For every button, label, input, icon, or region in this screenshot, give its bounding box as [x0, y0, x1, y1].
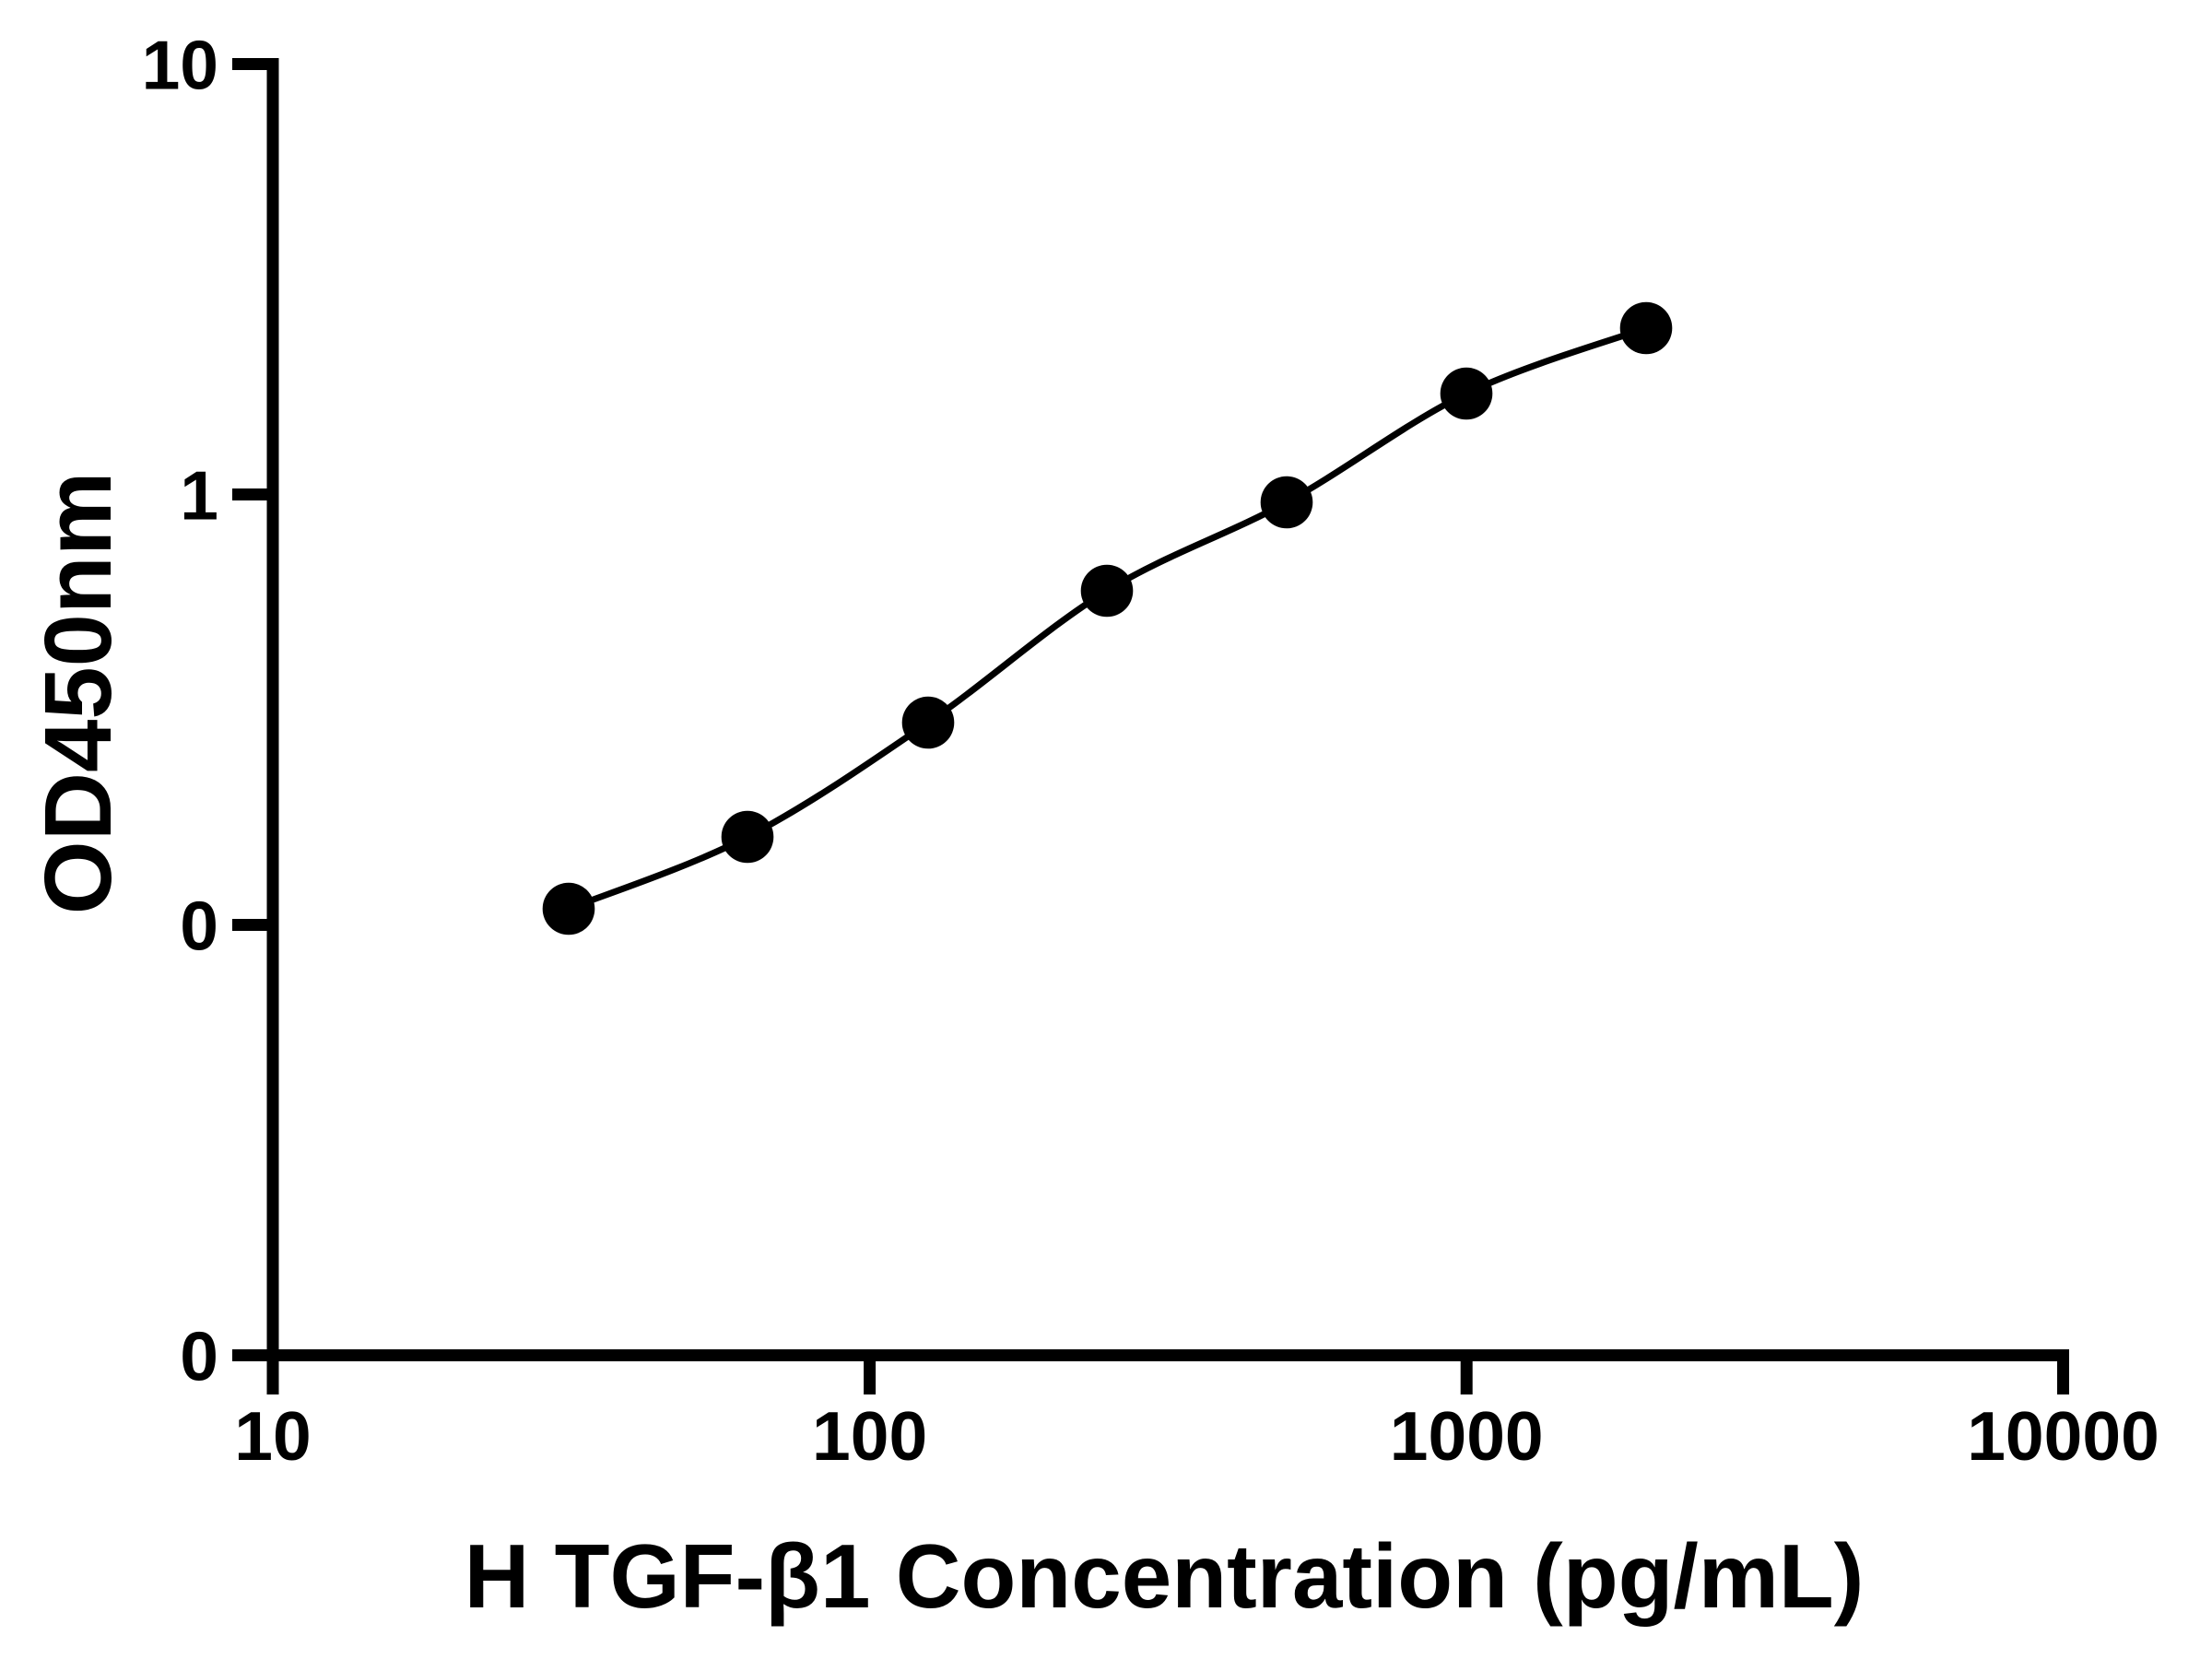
svg-text:10000: 10000: [1967, 1397, 2159, 1475]
svg-text:1: 1: [180, 457, 218, 535]
svg-text:100: 100: [812, 1397, 927, 1475]
svg-text:0: 0: [180, 888, 218, 965]
svg-text:10: 10: [142, 27, 218, 104]
svg-text:10: 10: [234, 1397, 311, 1475]
svg-text:1000: 1000: [1390, 1397, 1544, 1475]
svg-text:0: 0: [180, 1318, 218, 1395]
svg-text:OD450nm: OD450nm: [25, 472, 131, 915]
svg-text:H TGF-β1 Concentration (pg/mL): H TGF-β1 Concentration (pg/mL): [465, 1525, 1865, 1627]
